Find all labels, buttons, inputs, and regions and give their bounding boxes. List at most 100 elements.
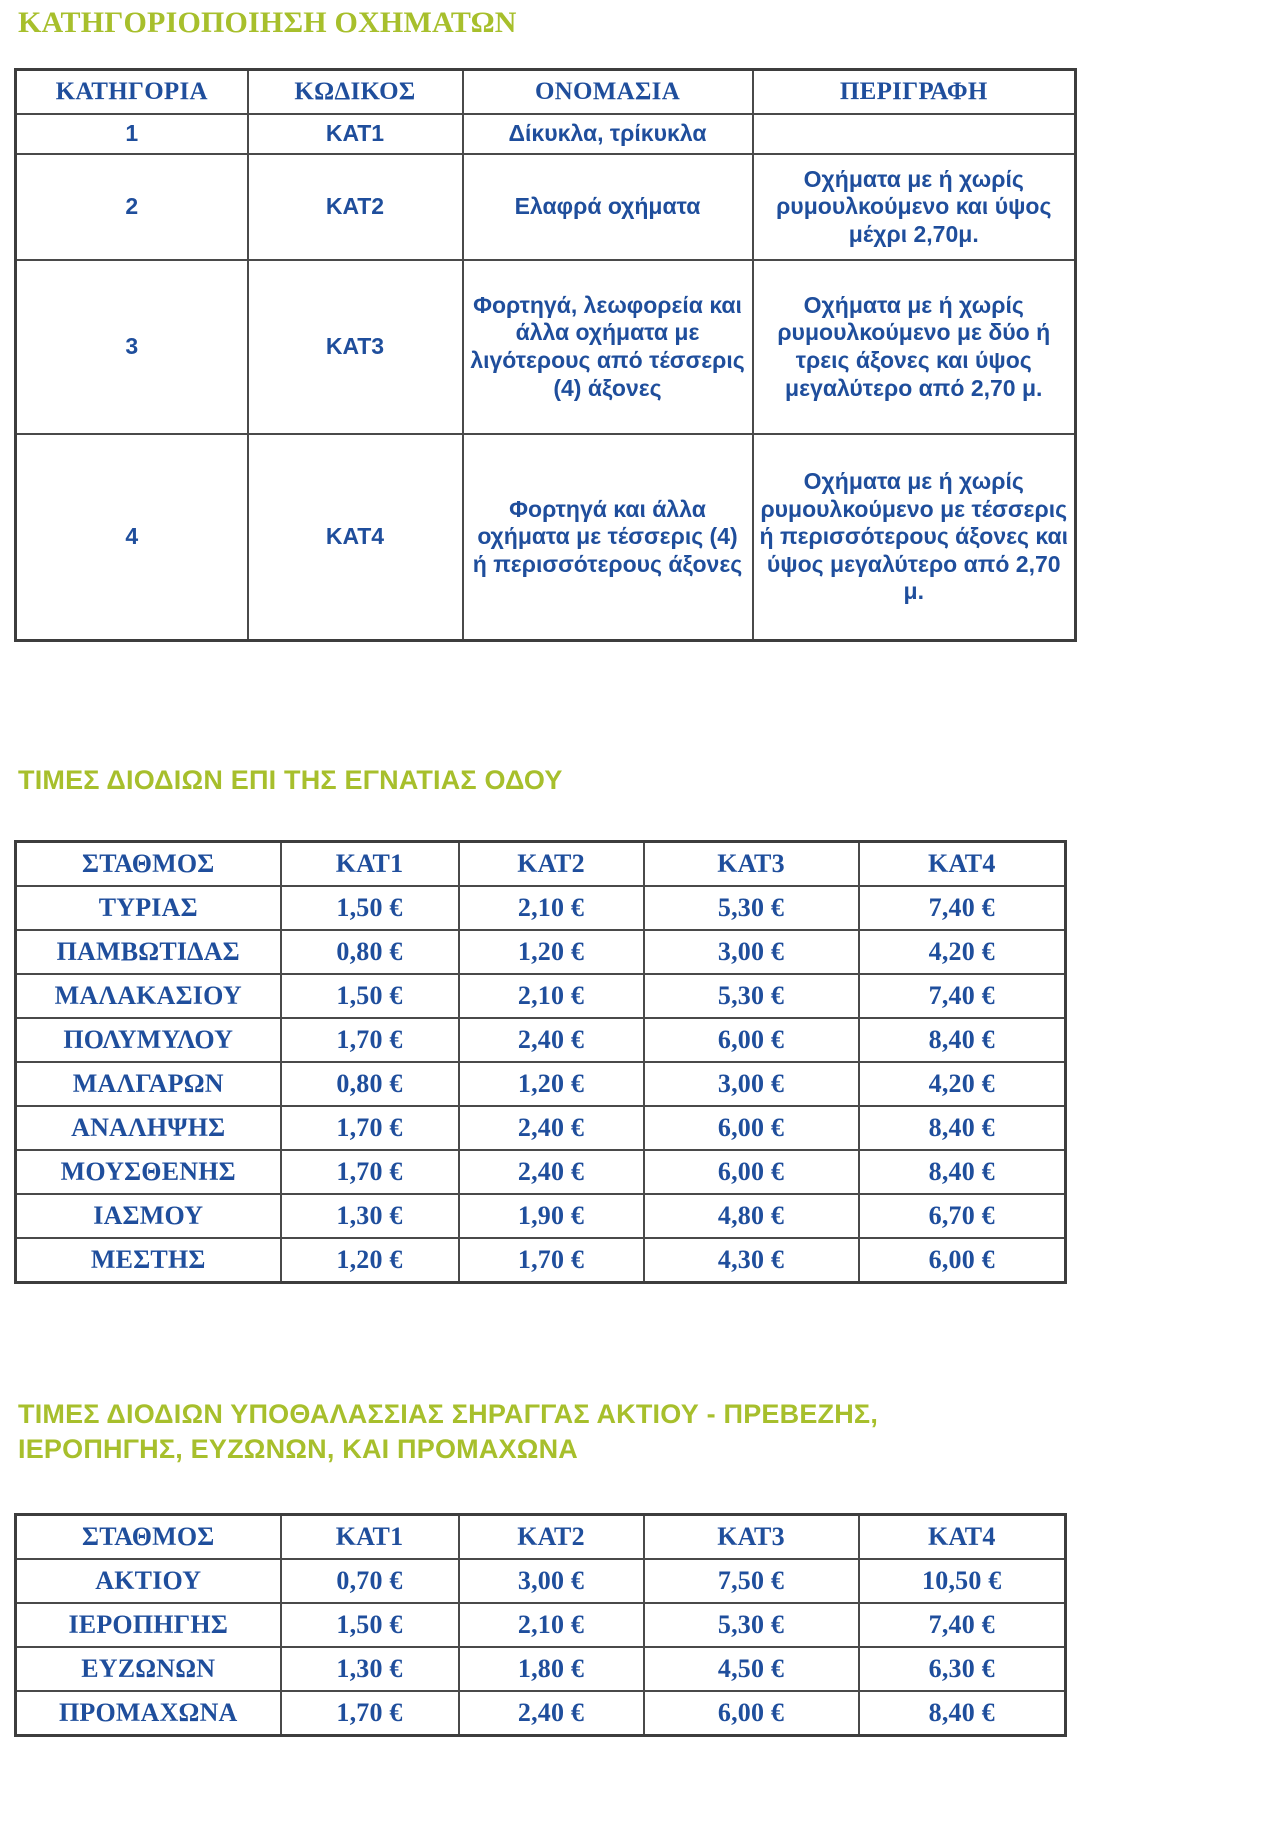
table-row: ΙΑΣΜΟΥ 1,30 € 1,90 € 4,80 € 6,70 €	[14, 1193, 1067, 1239]
cell-price-kat2: 2,40 €	[457, 1149, 645, 1195]
cell-price-kat3: 7,50 €	[642, 1558, 860, 1604]
table-row: ΜΟΥΣΘΕΝΗΣ 1,70 € 2,40 € 6,00 € 8,40 €	[14, 1149, 1067, 1195]
cell-price-kat1: 0,70 €	[279, 1558, 460, 1604]
cell-price-kat3: 6,00 €	[642, 1149, 860, 1195]
cell-category: 2	[14, 153, 249, 261]
cell-description: Οχήματα με ή χωρίς ρυμουλκούμενο με δύο …	[751, 259, 1077, 435]
cell-station: ΠΟΛΥΜΥΛΟΥ	[14, 1017, 282, 1063]
cell-price-kat3: 3,00 €	[642, 1061, 860, 1107]
cell-price-kat3: 5,30 €	[642, 885, 860, 931]
cell-price-kat4: 6,70 €	[857, 1193, 1067, 1239]
table-row: ΠΡΟΜΑΧΩΝΑ 1,70 € 2,40 € 6,00 € 8,40 €	[14, 1690, 1067, 1737]
column-header-station: ΣΤΑΘΜΟΣ	[14, 1513, 282, 1560]
cell-price-kat4: 4,20 €	[857, 929, 1067, 975]
cell-price-kat1: 1,50 €	[279, 973, 460, 1019]
cell-code: ΚΑΤ4	[246, 433, 464, 642]
cell-price-kat3: 5,30 €	[642, 973, 860, 1019]
table-header-row: ΣΤΑΘΜΟΣ ΚΑΤ1 ΚΑΤ2 ΚΑΤ3 ΚΑΤ4	[14, 840, 1067, 887]
column-header-kat2: ΚΑΤ2	[457, 840, 645, 887]
cell-price-kat4: 7,40 €	[857, 885, 1067, 931]
cell-price-kat4: 8,40 €	[857, 1105, 1067, 1151]
cell-price-kat3: 6,00 €	[642, 1105, 860, 1151]
cell-price-kat2: 2,40 €	[457, 1017, 645, 1063]
column-header-code: ΚΩΔΙΚΟΣ	[246, 68, 464, 115]
column-header-kat2: ΚΑΤ2	[457, 1513, 645, 1560]
table-row: ΜΑΛΑΚΑΣΙΟΥ 1,50 € 2,10 € 5,30 € 7,40 €	[14, 973, 1067, 1019]
table-row: 1 ΚΑΤ1 Δίκυκλα, τρίκυκλα	[14, 113, 1077, 155]
cell-price-kat2: 1,70 €	[457, 1237, 645, 1284]
cell-price-kat1: 1,70 €	[279, 1105, 460, 1151]
vehicle-categories-table: ΚΑΤΗΓΟΡΙΑ ΚΩΔΙΚΟΣ ΟΝΟΜΑΣΙΑ ΠΕΡΙΓΡΑΦΗ 1 Κ…	[14, 68, 1077, 642]
cell-price-kat2: 1,90 €	[457, 1193, 645, 1239]
table-row: 4 ΚΑΤ4 Φορτηγά και άλλα οχήματα με τέσσε…	[14, 433, 1077, 642]
table-row: ΜΑΛΓΑΡΩΝ 0,80 € 1,20 € 3,00 € 4,20 €	[14, 1061, 1067, 1107]
cell-price-kat3: 4,30 €	[642, 1237, 860, 1284]
table-row: 3 ΚΑΤ3 Φορτηγά, λεωφορεία και άλλα οχήμα…	[14, 259, 1077, 435]
cell-station: ΙΑΣΜΟΥ	[14, 1193, 282, 1239]
cell-name: Ελαφρά οχήματα	[461, 153, 754, 261]
tunnel-toll-prices-table: ΣΤΑΘΜΟΣ ΚΑΤ1 ΚΑΤ2 ΚΑΤ3 ΚΑΤ4 ΑΚΤΙΟΥ 0,70 …	[14, 1513, 1067, 1737]
cell-price-kat1: 1,50 €	[279, 1602, 460, 1648]
cell-price-kat1: 1,30 €	[279, 1646, 460, 1692]
table-row: ΙΕΡΟΠΗΓΗΣ 1,50 € 2,10 € 5,30 € 7,40 €	[14, 1602, 1067, 1648]
cell-price-kat4: 10,50 €	[857, 1558, 1067, 1604]
cell-price-kat2: 2,10 €	[457, 1602, 645, 1648]
cell-description: Οχήματα με ή χωρίς ρυμουλκούμενο με τέσσ…	[751, 433, 1077, 642]
cell-station: ΜΑΛΓΑΡΩΝ	[14, 1061, 282, 1107]
cell-code: ΚΑΤ2	[246, 153, 464, 261]
column-header-name: ΟΝΟΜΑΣΙΑ	[461, 68, 754, 115]
cell-station: ΠΑΜΒΩΤΙΔΑΣ	[14, 929, 282, 975]
column-header-kat4: ΚΑΤ4	[857, 840, 1067, 887]
cell-price-kat1: 1,70 €	[279, 1017, 460, 1063]
cell-station: ΑΝΑΛΗΨΗΣ	[14, 1105, 282, 1151]
cell-code: ΚΑΤ1	[246, 113, 464, 155]
table-row: ΜΕΣΤΗΣ 1,20 € 1,70 € 4,30 € 6,00 €	[14, 1237, 1067, 1284]
cell-price-kat3: 6,00 €	[642, 1017, 860, 1063]
table-row: ΑΚΤΙΟΥ 0,70 € 3,00 € 7,50 € 10,50 €	[14, 1558, 1067, 1604]
cell-price-kat2: 1,20 €	[457, 1061, 645, 1107]
cell-price-kat4: 4,20 €	[857, 1061, 1067, 1107]
cell-name: Φορτηγά και άλλα οχήματα με τέσσερις (4)…	[461, 433, 754, 642]
cell-station: ΑΚΤΙΟΥ	[14, 1558, 282, 1604]
cell-category: 4	[14, 433, 249, 642]
column-header-station: ΣΤΑΘΜΟΣ	[14, 840, 282, 887]
table-row: ΕΥΖΩΝΩΝ 1,30 € 1,80 € 4,50 € 6,30 €	[14, 1646, 1067, 1692]
column-header-kat3: ΚΑΤ3	[642, 840, 860, 887]
column-header-kat1: ΚΑΤ1	[279, 1513, 460, 1560]
cell-price-kat4: 7,40 €	[857, 1602, 1067, 1648]
column-header-kat3: ΚΑΤ3	[642, 1513, 860, 1560]
table-row: 2 ΚΑΤ2 Ελαφρά οχήματα Οχήματα με ή χωρίς…	[14, 153, 1077, 261]
cell-price-kat2: 1,80 €	[457, 1646, 645, 1692]
cell-price-kat4: 8,40 €	[857, 1690, 1067, 1737]
cell-description: Οχήματα με ή χωρίς ρυμουλκούμενο και ύψο…	[751, 153, 1077, 261]
section-heading-tunnel-tolls: ΤΙΜΕΣ ΔΙΟΔΙΩΝ ΥΠΟΘΑΛΑΣΣΙΑΣ ΣΗΡΑΓΓΑΣ ΑΚΤΙ…	[18, 1397, 1118, 1466]
cell-price-kat2: 3,00 €	[457, 1558, 645, 1604]
cell-price-kat3: 5,30 €	[642, 1602, 860, 1648]
cell-category: 1	[14, 113, 249, 155]
table-header-row: ΚΑΤΗΓΟΡΙΑ ΚΩΔΙΚΟΣ ΟΝΟΜΑΣΙΑ ΠΕΡΙΓΡΑΦΗ	[14, 68, 1077, 115]
cell-price-kat4: 8,40 €	[857, 1017, 1067, 1063]
section-heading-vehicle-categories: ΚΑΤΗΓΟΡΙΟΠΟΙΗΣΗ ΟΧΗΜΑΤΩΝ	[18, 6, 517, 39]
cell-price-kat2: 1,20 €	[457, 929, 645, 975]
cell-price-kat1: 1,30 €	[279, 1193, 460, 1239]
cell-price-kat4: 7,40 €	[857, 973, 1067, 1019]
cell-price-kat2: 2,10 €	[457, 885, 645, 931]
cell-station: ΜΑΛΑΚΑΣΙΟΥ	[14, 973, 282, 1019]
cell-price-kat3: 6,00 €	[642, 1690, 860, 1737]
cell-category: 3	[14, 259, 249, 435]
section-heading-tunnel-line1: ΤΙΜΕΣ ΔΙΟΔΙΩΝ ΥΠΟΘΑΛΑΣΣΙΑΣ ΣΗΡΑΓΓΑΣ ΑΚΤΙ…	[18, 1399, 879, 1429]
cell-price-kat3: 4,80 €	[642, 1193, 860, 1239]
egnatia-toll-prices-table: ΣΤΑΘΜΟΣ ΚΑΤ1 ΚΑΤ2 ΚΑΤ3 ΚΑΤ4 ΤΥΡΙΑΣ 1,50 …	[14, 840, 1067, 1284]
cell-price-kat4: 8,40 €	[857, 1149, 1067, 1195]
section-heading-egnatia-tolls: ΤΙΜΕΣ ΔΙΟΔΙΩΝ ΕΠΙ ΤΗΣ ΕΓΝΑΤΙΑΣ ΟΔΟΥ	[18, 765, 563, 795]
column-header-description: ΠΕΡΙΓΡΑΦΗ	[751, 68, 1077, 115]
cell-price-kat2: 2,40 €	[457, 1690, 645, 1737]
cell-station: ΤΥΡΙΑΣ	[14, 885, 282, 931]
cell-price-kat4: 6,00 €	[857, 1237, 1067, 1284]
cell-station: ΜΕΣΤΗΣ	[14, 1237, 282, 1284]
cell-price-kat3: 4,50 €	[642, 1646, 860, 1692]
cell-price-kat1: 0,80 €	[279, 1061, 460, 1107]
table-row: ΠΑΜΒΩΤΙΔΑΣ 0,80 € 1,20 € 3,00 € 4,20 €	[14, 929, 1067, 975]
column-header-kat4: ΚΑΤ4	[857, 1513, 1067, 1560]
